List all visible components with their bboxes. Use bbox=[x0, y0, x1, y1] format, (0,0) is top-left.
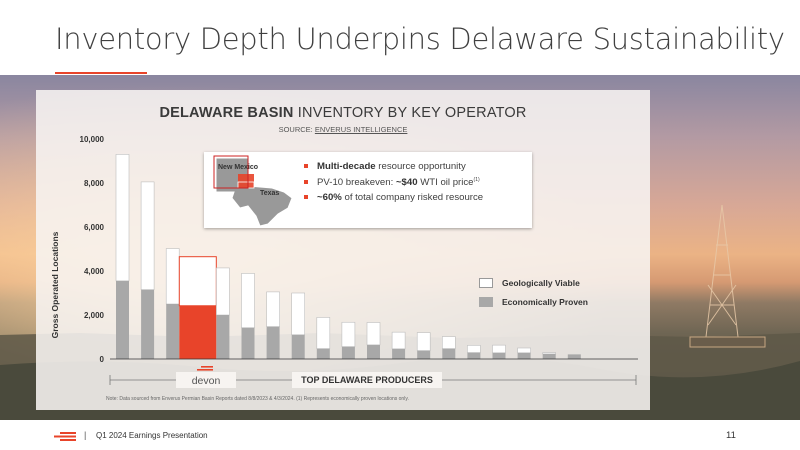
map-label-texas: Texas bbox=[260, 190, 280, 197]
bar-economically-proven bbox=[266, 326, 280, 359]
bar-geologically-viable bbox=[241, 273, 255, 329]
y-tick-label: 8,000 bbox=[84, 179, 105, 188]
bar-economically-proven bbox=[141, 289, 155, 359]
chart-title: DELAWARE BASIN INVENTORY BY KEY OPERATOR bbox=[36, 105, 650, 121]
bar-geologically-viable bbox=[140, 181, 155, 291]
source-link[interactable]: ENVERUS INTELLIGENCE bbox=[314, 125, 408, 134]
bullet2-bold: ~$40 bbox=[395, 176, 418, 188]
bullet-marker bbox=[304, 195, 308, 200]
bar-economically-proven bbox=[316, 348, 330, 359]
bar-geologically-viable bbox=[416, 332, 431, 351]
bar-economically-proven bbox=[367, 344, 380, 359]
bullet2-rest: WTI oil price bbox=[417, 176, 474, 188]
devon-label-bg bbox=[176, 372, 236, 388]
chart-panel: DELAWARE BASIN INVENTORY BY KEY OPERATOR… bbox=[36, 90, 650, 410]
bar-geologically-viable bbox=[291, 292, 305, 336]
callout-bullets: Multi-decade resource opportunity PV-10 … bbox=[304, 161, 483, 208]
bar-geologically-viable bbox=[165, 248, 180, 305]
bar-geologically-viable bbox=[441, 336, 456, 349]
chart-footnote: Note: Data sourced from Enverus Permian … bbox=[106, 396, 409, 402]
devon-x-label: devon bbox=[192, 375, 221, 387]
bar-economically-proven bbox=[542, 353, 556, 359]
bar-economically-proven bbox=[417, 350, 431, 359]
bullet2-prefix: PV-10 breakeven: bbox=[317, 176, 396, 188]
devon-logo-mark bbox=[197, 366, 213, 371]
chart-legend: Geologically Viable Economically Proven bbox=[479, 278, 588, 316]
y-tick-label: 2,000 bbox=[84, 311, 105, 320]
y-tick-label: 0 bbox=[100, 355, 105, 364]
bullet1-rest: resource opportunity bbox=[375, 161, 466, 172]
legend-swatch-proven bbox=[479, 297, 493, 307]
bar-geologically-viable bbox=[467, 345, 481, 353]
bar-economically-proven bbox=[442, 348, 456, 359]
texas-nm-map-icon bbox=[213, 155, 293, 227]
slide-title: Inventory Depth Underpins Delaware Susta… bbox=[55, 22, 785, 56]
bar-geologically-viable bbox=[517, 347, 531, 354]
bar-economically-proven bbox=[517, 352, 531, 359]
bar-economically-proven bbox=[166, 304, 180, 359]
bar-geologically-viable bbox=[178, 256, 217, 307]
footer-text: Q1 2024 Earnings Presentation bbox=[96, 431, 208, 440]
bar-economically-proven bbox=[216, 315, 230, 359]
bullet1-bold: Multi-decade bbox=[317, 161, 376, 172]
legend-label-viable: Geologically Viable bbox=[502, 278, 580, 288]
source-prefix: SOURCE: bbox=[278, 125, 313, 134]
title-underline bbox=[55, 72, 147, 74]
bullet2-footnote: (1) bbox=[473, 176, 480, 183]
y-tick-label: 4,000 bbox=[84, 267, 105, 276]
bar-geologically-viable bbox=[266, 291, 280, 327]
bars bbox=[115, 154, 581, 359]
bullet-multi-decade: Multi-decade resource opportunity bbox=[304, 161, 483, 172]
bullet-marker bbox=[304, 179, 308, 184]
bullet3-rest: of total company risked resource bbox=[341, 192, 484, 204]
bar-geologically-viable bbox=[341, 321, 356, 347]
footer-separator: | bbox=[84, 430, 87, 440]
bullet3-bold: ~60% bbox=[317, 192, 342, 204]
bar-geologically-viable bbox=[216, 267, 230, 316]
page-number: 11 bbox=[726, 430, 736, 441]
legend-item-viable: Geologically Viable bbox=[479, 278, 588, 288]
bar-economically-proven bbox=[392, 348, 406, 359]
group-label-bg bbox=[292, 372, 442, 388]
bar-chart: 0 2,000 4,000 6,000 8,000 10,000 devon TOP DE… bbox=[80, 135, 638, 388]
bar-economically-proven bbox=[291, 334, 305, 359]
bar-geologically-viable bbox=[542, 352, 557, 355]
y-tick-label: 10,000 bbox=[80, 135, 105, 144]
chart-title-rest: INVENTORY BY KEY OPERATOR bbox=[297, 105, 527, 121]
x-group-label: TOP DELAWARE PRODUCERS bbox=[301, 375, 433, 385]
bar-economically-proven bbox=[116, 280, 129, 359]
map-label-new-mexico: New Mexico bbox=[218, 164, 259, 171]
devon-logo-icon bbox=[54, 432, 76, 441]
drilling-rig bbox=[689, 204, 766, 348]
legend-swatch-viable bbox=[479, 278, 493, 288]
chart-source: SOURCE: ENVERUS INTELLIGENCE bbox=[36, 125, 650, 134]
bullet-marker bbox=[304, 164, 308, 168]
chart-title-bold: DELAWARE BASIN bbox=[159, 105, 294, 121]
bullet-resource-share: ~60% of total company risked resource bbox=[304, 192, 483, 203]
bar-geologically-viable bbox=[115, 154, 130, 282]
bar-geologically-viable bbox=[391, 331, 406, 350]
legend-label-proven: Economically Proven bbox=[502, 297, 588, 307]
bar-geologically-viable bbox=[316, 317, 331, 349]
y-tick-label: 6,000 bbox=[84, 223, 105, 232]
bar-geologically-viable bbox=[492, 344, 506, 354]
bar-economically-proven bbox=[179, 305, 217, 359]
bar-economically-proven bbox=[492, 352, 506, 359]
legend-item-proven: Economically Proven bbox=[479, 297, 588, 307]
bar-geologically-viable bbox=[366, 322, 381, 346]
bar-economically-proven bbox=[467, 352, 481, 359]
bar-economically-proven bbox=[341, 346, 355, 359]
y-axis-ticks: 0 2,000 4,000 6,000 8,000 10,000 bbox=[80, 135, 105, 364]
bar-economically-proven bbox=[567, 354, 581, 359]
bullet-pv10: PV-10 breakeven: ~$40 WTI oil price(1) bbox=[304, 177, 483, 188]
callout-box: New Mexico Texas Multi-decade resource o… bbox=[204, 152, 532, 228]
bar-economically-proven bbox=[241, 327, 255, 359]
